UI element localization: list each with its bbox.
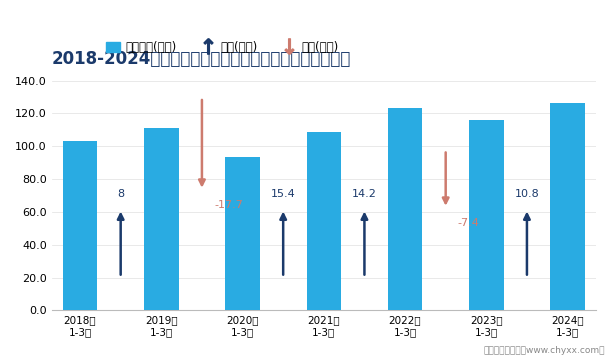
Text: 10.8: 10.8 (514, 189, 540, 199)
Bar (388, 108, 422, 311)
Bar (307, 131, 341, 311)
Bar (551, 103, 585, 311)
Text: 8: 8 (117, 189, 124, 199)
Text: 14.2: 14.2 (352, 189, 377, 199)
Bar (144, 128, 178, 311)
Text: -7.4: -7.4 (458, 219, 480, 228)
Text: 制图：智研咨询（www.chyxx.com）: 制图：智研咨询（www.chyxx.com） (483, 346, 605, 355)
Bar (225, 157, 260, 311)
Bar (63, 141, 97, 311)
Legend: 出口货值(亿元), 增加(亿元), 减少(亿元): 出口货值(亿元), 增加(亿元), 减少(亿元) (101, 36, 344, 59)
Text: -17.7: -17.7 (214, 200, 243, 210)
Text: 15.4: 15.4 (271, 189, 296, 199)
Bar (469, 120, 503, 311)
Text: 2018-2024年全国印刷和记录媒介复制业出口货值统计图: 2018-2024年全国印刷和记录媒介复制业出口货值统计图 (51, 50, 351, 68)
